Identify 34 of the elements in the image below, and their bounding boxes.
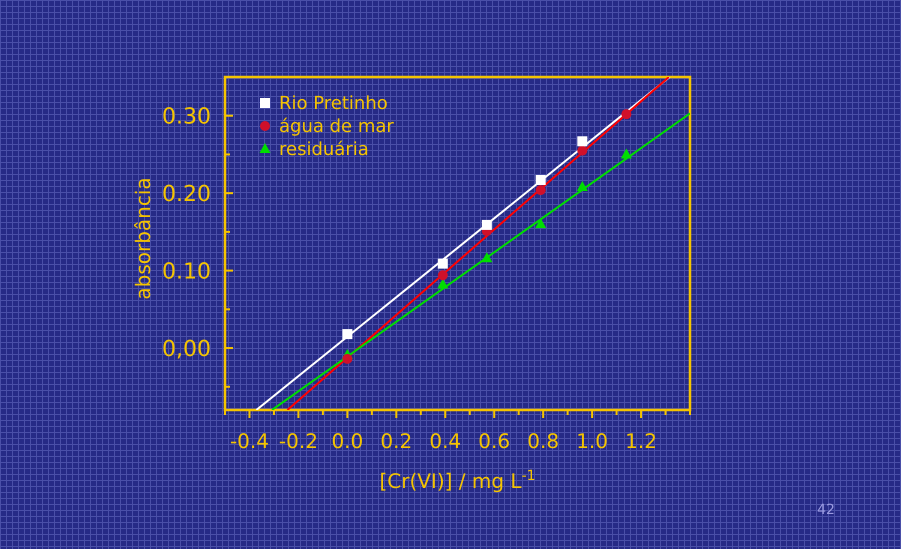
point <box>536 175 546 185</box>
y-tick-label: 0,00 <box>162 337 211 362</box>
x-tick-label: 0.4 <box>429 429 462 453</box>
point <box>536 185 546 196</box>
point <box>342 329 352 340</box>
y-tick-label: 0.10 <box>162 260 211 285</box>
x-axis-title: [Cr(VI)] / mg L$^{-1}$ <box>379 468 536 493</box>
point <box>438 270 448 280</box>
point <box>481 252 492 262</box>
point <box>577 146 588 156</box>
x-tick-label: -0.4 <box>230 429 269 453</box>
x-tick-label: 0.8 <box>527 429 560 453</box>
legend-label: Rio Pretinho <box>279 93 388 114</box>
x-tick-label: 1.2 <box>625 429 657 453</box>
x-tick-label: 0.6 <box>478 429 510 453</box>
x-tick-label: -0.2 <box>278 429 318 453</box>
x-tick-label: 0.0 <box>331 429 364 453</box>
point <box>438 258 448 269</box>
legend-label: residuária <box>279 139 369 160</box>
legend-label: água de mar <box>279 116 394 137</box>
point <box>437 278 448 289</box>
point <box>482 220 492 230</box>
y-axis-title: absorbância <box>131 177 155 300</box>
point <box>535 218 546 228</box>
point <box>620 148 632 158</box>
point <box>577 136 588 146</box>
y-tick-label: 0.20 <box>162 182 211 208</box>
point <box>576 180 588 191</box>
y-tick-label: 0.30 <box>162 104 211 130</box>
point <box>621 109 632 120</box>
text: 42 <box>817 502 835 518</box>
point <box>342 354 352 364</box>
x-tick-label: 0.2 <box>380 429 412 453</box>
x-tick-label: 1.0 <box>576 429 608 453</box>
